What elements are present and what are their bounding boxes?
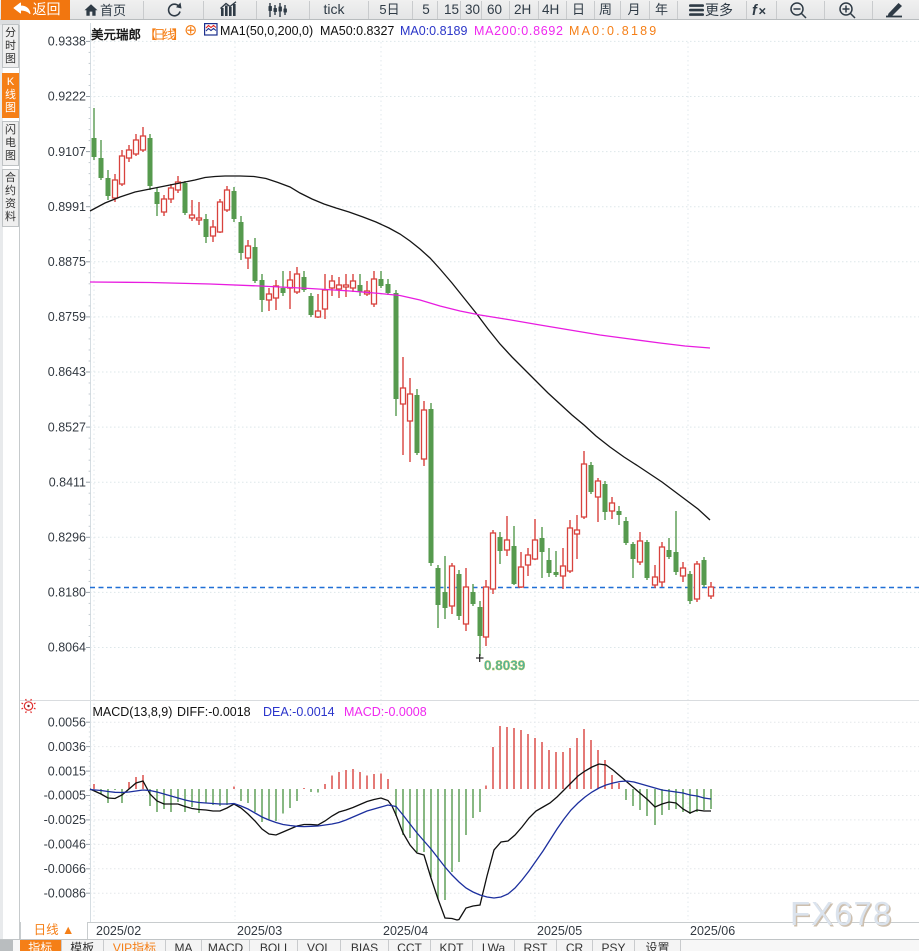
svg-text:0.8759: 0.8759 [48, 310, 86, 324]
svg-text:×: × [759, 4, 767, 19]
svg-text:0.8411: 0.8411 [49, 475, 86, 489]
svg-text:0.0015: 0.0015 [48, 764, 86, 778]
svg-text:0.8991: 0.8991 [48, 200, 86, 214]
svg-text:0.9338: 0.9338 [48, 35, 86, 49]
svg-text:0.9222: 0.9222 [48, 90, 86, 104]
svg-text:0.8064: 0.8064 [48, 641, 86, 655]
svg-text:首页: 首页 [100, 3, 126, 18]
svg-text:更多: 更多 [705, 2, 733, 18]
svg-text:0.8527: 0.8527 [48, 420, 86, 434]
svg-text:0.8296: 0.8296 [48, 531, 86, 545]
svg-text:f: f [752, 3, 759, 19]
svg-text:0.8875: 0.8875 [48, 255, 86, 269]
svg-text:0.8643: 0.8643 [48, 365, 86, 379]
svg-text:-0.0005: -0.0005 [44, 789, 86, 803]
svg-text:0.8180: 0.8180 [48, 586, 86, 600]
svg-text:-0.0025: -0.0025 [44, 813, 86, 827]
svg-text:0.0056: 0.0056 [48, 715, 86, 729]
svg-text:0.8039: 0.8039 [484, 658, 525, 673]
svg-text:-0.0086: -0.0086 [44, 886, 86, 900]
svg-text:0.9107: 0.9107 [48, 145, 86, 159]
svg-text:0.0036: 0.0036 [48, 740, 86, 754]
svg-text:-0.0066: -0.0066 [44, 862, 86, 876]
svg-text:-0.0046: -0.0046 [44, 838, 86, 852]
